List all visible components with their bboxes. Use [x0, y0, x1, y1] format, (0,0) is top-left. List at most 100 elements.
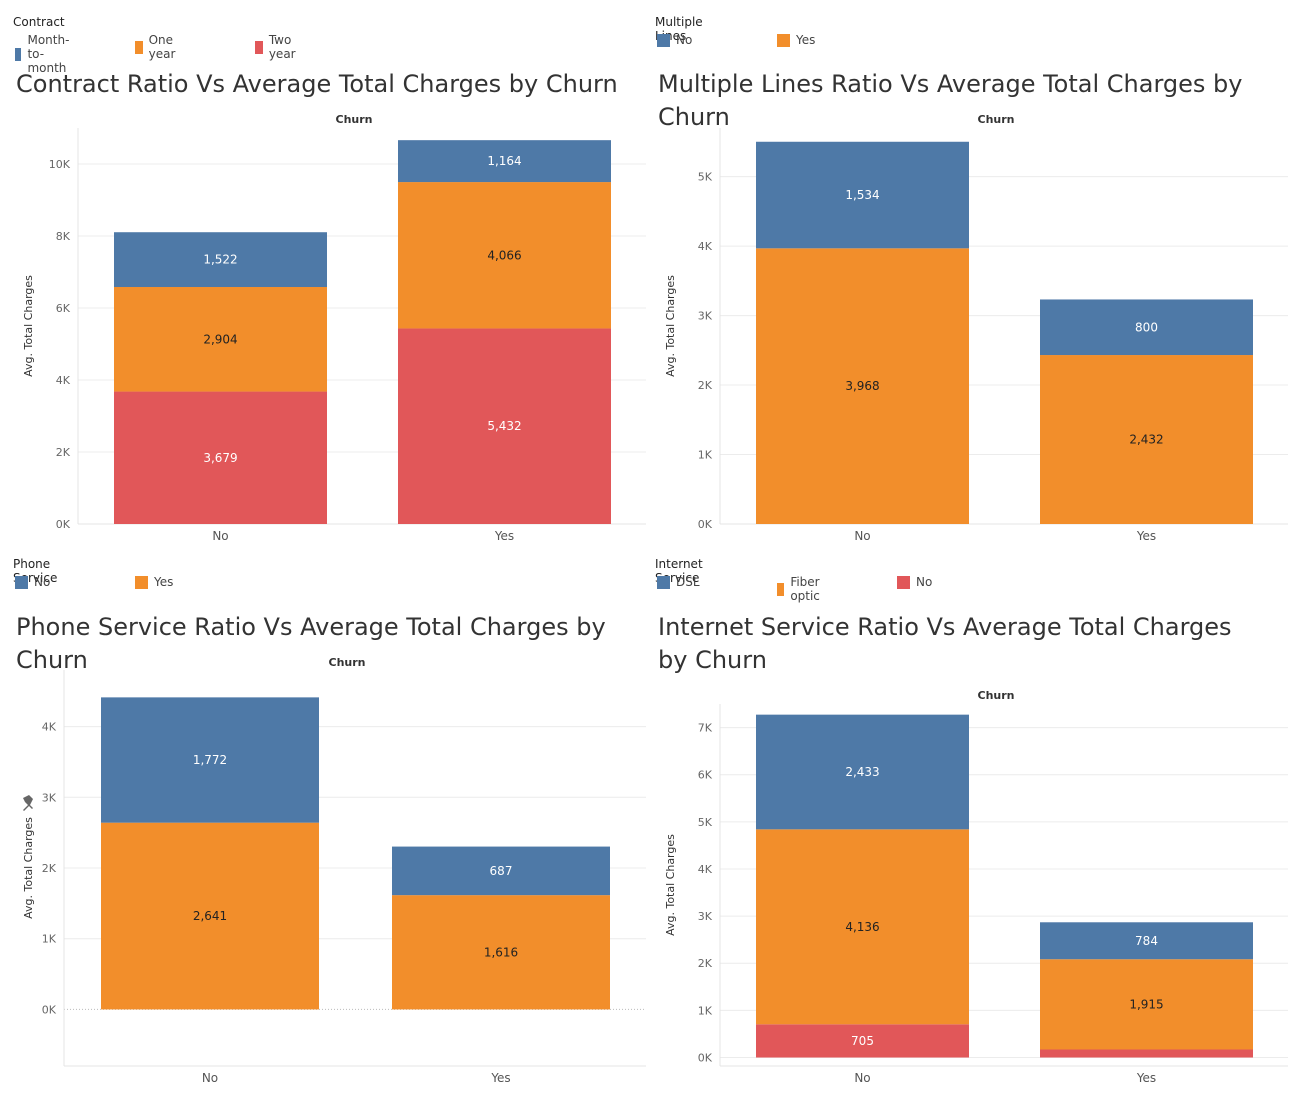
x-category-label: No [202, 1071, 218, 1085]
bar-segment-yes [101, 822, 319, 1010]
bar-segment-one-year [114, 287, 327, 392]
y-tick-label: 1K [698, 449, 713, 462]
contract-chart-title: Contract Ratio Vs Average Total Charges … [16, 70, 618, 98]
legend-item-no[interactable]: No [897, 575, 932, 589]
legend-swatch [777, 582, 785, 596]
legend-label: DSL [676, 575, 700, 589]
data-label: 2,904 [203, 332, 237, 346]
data-label: 2,432 [1129, 433, 1163, 447]
x-category-label: No [212, 529, 228, 543]
y-axis-title: Avg. Total Charges [664, 834, 677, 936]
y-axis-title: Avg. Total Charges [22, 275, 35, 377]
x-category-label: No [854, 1071, 870, 1085]
x-category-label: Yes [1136, 529, 1156, 543]
y-axis-title: Avg. Total Charges [664, 275, 677, 377]
bar-segment-month-to-month [398, 140, 611, 183]
y-tick-label: 4K [56, 374, 71, 387]
y-tick-label: 4K [698, 240, 713, 253]
legend-item-two-year[interactable]: Two year [255, 33, 301, 61]
bar-segment-dsl [1040, 922, 1253, 960]
data-label: 3,968 [845, 379, 879, 393]
x-category-label: Yes [1136, 1071, 1156, 1085]
y-tick-label: 2K [42, 862, 57, 875]
data-label: 5,432 [487, 419, 521, 433]
bar-segment-fiber-optic [756, 829, 969, 1025]
y-tick-label: 6K [698, 769, 713, 782]
y-tick-label: 8K [56, 230, 71, 243]
legend-item-yes[interactable]: Yes [135, 575, 173, 589]
data-label: 1,616 [484, 945, 518, 959]
bar-segment-dsl [756, 714, 969, 830]
bar-segment-two-year [398, 328, 611, 524]
y-tick-label: 3K [698, 910, 713, 923]
y-tick-label: 0K [42, 1003, 57, 1016]
legend-label: No [676, 33, 693, 47]
legend-swatch [15, 575, 28, 589]
legend-swatch [135, 40, 143, 54]
y-tick-label: 1K [698, 1004, 713, 1017]
legend-item-yes[interactable]: Yes [777, 33, 815, 47]
legend-swatch [897, 575, 910, 589]
data-label: 1,915 [1129, 997, 1163, 1011]
internet-service-chart-title: Internet Service Ratio Vs Average Total … [658, 613, 1232, 674]
data-label: 1,164 [487, 154, 521, 168]
legend-label: Fiber optic [790, 575, 820, 603]
phone-service-chart-title: Phone Service Ratio Vs Average Total Cha… [16, 613, 606, 674]
data-label: 687 [490, 864, 513, 878]
legend-swatch [657, 33, 670, 47]
data-label: 1,534 [845, 188, 879, 202]
bar-segment-two-year [114, 391, 327, 524]
legend-item-dsl[interactable]: DSL [657, 575, 700, 589]
y-tick-label: 3K [42, 791, 57, 804]
y-tick-label: 4K [42, 721, 57, 734]
y-tick-label: 6K [56, 302, 71, 315]
y-tick-label: 4K [698, 863, 713, 876]
legend-label: Yes [154, 575, 174, 589]
churn-header-label: Churn [336, 113, 373, 126]
y-tick-label: 0K [698, 1052, 713, 1065]
legend-item-no[interactable]: No [657, 33, 692, 47]
bar-segment-one-year [398, 182, 611, 329]
multiple-lines-chart-title: Multiple Lines Ratio Vs Average Total Ch… [658, 70, 1243, 131]
legend-swatch [777, 33, 790, 47]
y-tick-label: 10K [49, 158, 71, 171]
x-category-label: No [854, 529, 870, 543]
bar-segment-month-to-month [114, 232, 327, 288]
data-label: 784 [1135, 934, 1158, 948]
bar-segment-yes [1040, 355, 1253, 524]
bar-segment-no [101, 697, 319, 823]
data-label: 1,772 [193, 753, 227, 767]
legend-item-no[interactable]: No [15, 575, 50, 589]
bar-segment-no [756, 1024, 969, 1058]
legend-swatch [255, 40, 263, 54]
x-category-label: Yes [494, 529, 514, 543]
legend-label: Yes [796, 33, 816, 47]
y-tick-label: 3K [698, 310, 713, 323]
y-tick-label: 1K [42, 933, 57, 946]
data-label: 4,066 [487, 248, 521, 262]
data-label: 2,433 [845, 765, 879, 779]
data-label: 1,522 [203, 253, 237, 267]
churn-header-label: Churn [329, 656, 366, 669]
data-label: 2,641 [193, 909, 227, 923]
y-tick-label: 5K [698, 171, 713, 184]
bar-segment-no [1040, 1049, 1253, 1058]
legend-item-one-year[interactable]: One year [135, 33, 181, 61]
legend-item-fiber-optic[interactable]: Fiber optic [777, 575, 826, 603]
legend-item-month-to-month[interactable]: Month-to-month [15, 33, 76, 75]
legend-label: Two year [268, 33, 296, 61]
data-label: 705 [851, 1034, 874, 1048]
x-category-label: Yes [490, 1071, 510, 1085]
legend-label: One year [148, 33, 176, 61]
bar-segment-no [392, 846, 610, 896]
legend-swatch [657, 575, 670, 589]
data-label: 800 [1135, 320, 1158, 334]
pin-icon [23, 795, 33, 811]
bar-segment-yes [756, 248, 969, 524]
y-tick-label: 0K [698, 518, 713, 531]
data-label: 3,679 [203, 451, 237, 465]
y-tick-label: 5K [698, 816, 713, 829]
legend-label: No [916, 575, 933, 589]
churn-header-label: Churn [978, 113, 1015, 126]
bar-segment-no [1040, 299, 1253, 356]
